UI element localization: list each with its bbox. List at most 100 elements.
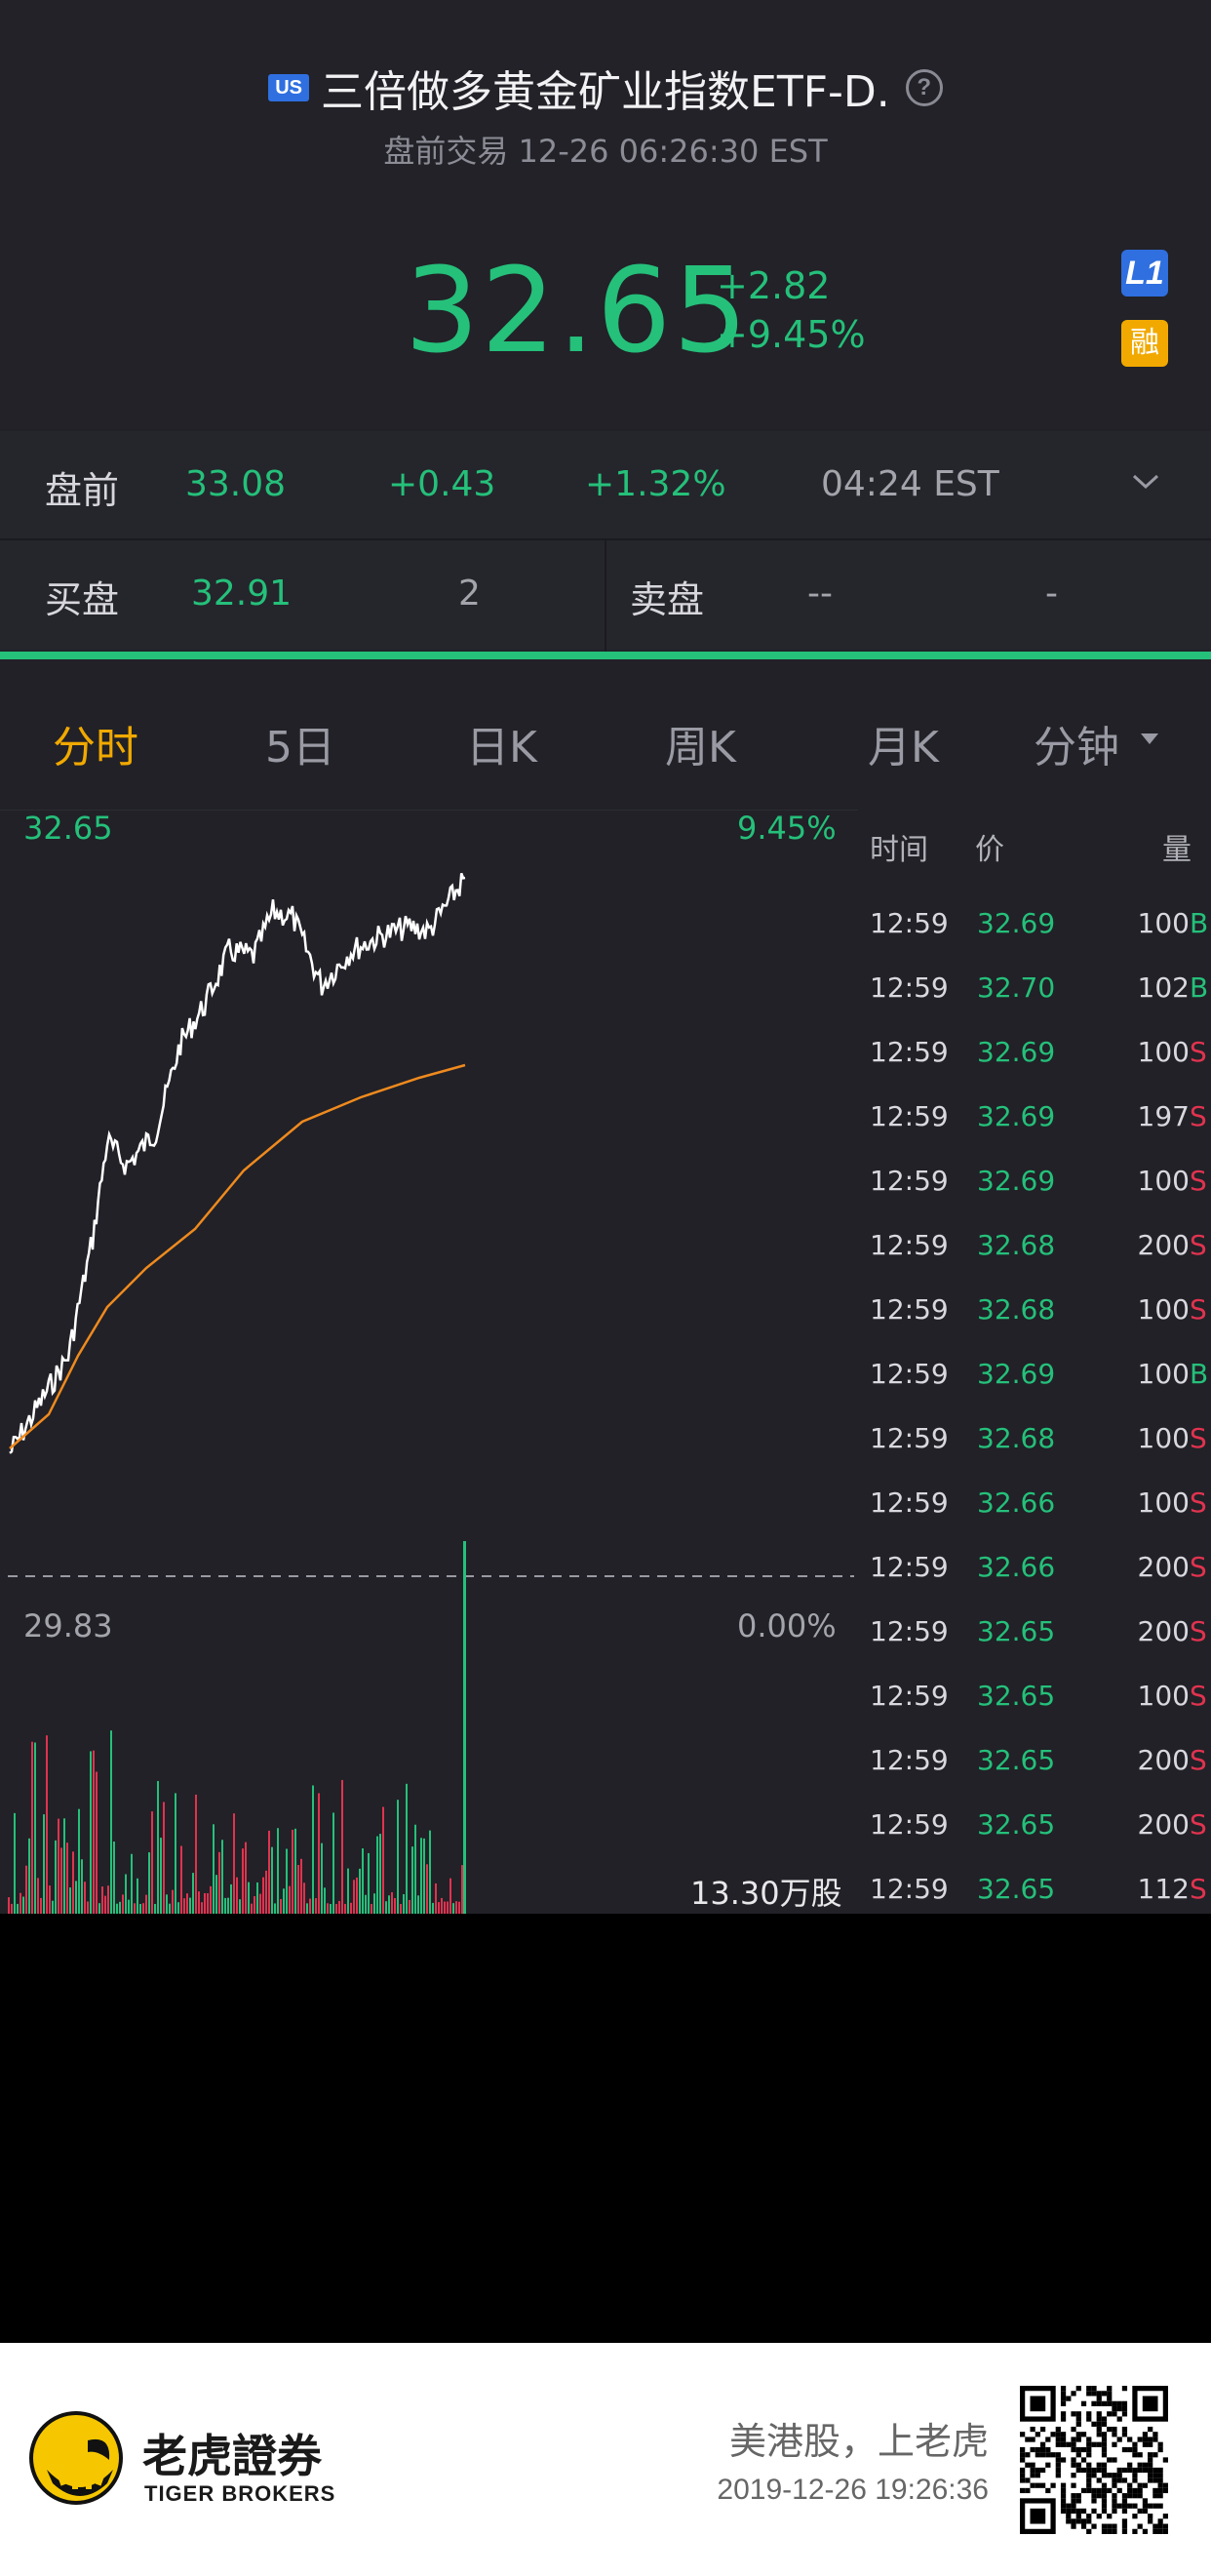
margin-icon[interactable]: 融	[1121, 320, 1168, 367]
volume-bar	[151, 1811, 153, 1914]
help-icon[interactable]: ?	[905, 69, 943, 106]
volume-bar	[268, 1830, 270, 1914]
volume-bar	[90, 1751, 92, 1914]
volume-bar	[327, 1903, 329, 1914]
trade-time: 12:59	[870, 1873, 949, 1905]
volume-bar	[175, 1793, 176, 1914]
base-pct-label: 0.00%	[737, 1607, 837, 1645]
level1-icon[interactable]: L1	[1121, 250, 1168, 297]
volume-bar	[303, 1882, 305, 1914]
trade-row: 12:59 32.66 200 S	[858, 1551, 1211, 1615]
trade-time: 12:59	[870, 1422, 949, 1454]
volume-bar	[142, 1903, 144, 1914]
volume-bar	[46, 1735, 48, 1914]
volume-bar	[449, 1878, 451, 1914]
volume-bar	[192, 1873, 194, 1914]
volume-bar	[236, 1877, 238, 1914]
volume-bar	[186, 1893, 188, 1914]
trade-side: S	[1190, 1293, 1207, 1326]
trade-list[interactable]: 时间 价 量 12:59 32.69 100 B 12:59 32.70 102 B 12:59…	[858, 810, 1211, 1914]
trade-side: S	[1190, 1165, 1207, 1197]
volume-bar	[180, 1845, 182, 1914]
volume-bar	[125, 1874, 127, 1914]
volume-bar	[356, 1877, 358, 1914]
volume-bar	[52, 1900, 54, 1914]
volume-bar	[447, 1901, 449, 1914]
volume-bar	[160, 1838, 162, 1914]
base-price-label: 29.83	[23, 1607, 113, 1645]
volume-bar	[224, 1897, 226, 1914]
volume-bar	[93, 1750, 95, 1914]
volume-bar	[69, 1887, 71, 1914]
trade-volume: 197	[1137, 1100, 1190, 1132]
volume-bar	[423, 1838, 425, 1914]
volume-bar	[414, 1824, 416, 1914]
trade-row: 12:59 32.69 100 S	[858, 1165, 1211, 1229]
volume-bar	[101, 1886, 103, 1914]
volume-bar	[382, 1806, 384, 1914]
volume-bar	[409, 1899, 410, 1914]
volume-bar	[417, 1895, 419, 1914]
volume-bar	[245, 1842, 247, 1914]
bid-ask-divider	[605, 540, 606, 652]
premarket-row[interactable]: 盘前 33.08 +0.43 +1.32% 04:24 EST	[0, 431, 1211, 538]
volume-bar	[84, 1882, 86, 1914]
volume-bar	[8, 1897, 10, 1914]
volume-bar	[242, 1848, 244, 1914]
volume-bar	[373, 1893, 375, 1914]
volume-bar	[28, 1838, 30, 1914]
intraday-chart[interactable]: 32.65 9.45% 29.83 0.00% 13.30万股	[0, 809, 858, 1914]
market-badge: US	[268, 74, 310, 101]
volume-bar	[391, 1892, 393, 1914]
trade-volume: 100	[1137, 1293, 1190, 1326]
trade-volume: 100	[1137, 1486, 1190, 1519]
chevron-down-icon[interactable]	[1131, 466, 1160, 495]
volume-bar	[294, 1828, 296, 1914]
volume-bar	[376, 1836, 378, 1914]
premarket-change-pct: +1.32%	[585, 464, 726, 504]
trade-row: 12:59 32.69 100 B	[858, 1358, 1211, 1422]
share-timestamp: 2019-12-26 19:26:36	[717, 2474, 989, 2506]
volume-bar	[148, 1852, 150, 1914]
brand-name-cn: 老虎證券	[142, 2430, 322, 2482]
trade-side: B	[1190, 907, 1209, 939]
tab-minute[interactable]: 分钟	[1034, 723, 1119, 773]
trade-row: 12:59 32.68 200 S	[858, 1229, 1211, 1293]
volume-bar	[315, 1898, 317, 1914]
trade-price: 32.69	[977, 1358, 1056, 1390]
volume-bar	[66, 1843, 68, 1914]
volume-bar	[283, 1888, 285, 1914]
trade-row: 12:59 32.69 100 S	[858, 1036, 1211, 1100]
volume-bar	[300, 1858, 302, 1914]
volume-bar	[435, 1882, 437, 1914]
tab-intraday[interactable]: 分时	[53, 723, 138, 773]
volume-bar	[309, 1898, 311, 1914]
volume-bar	[312, 1785, 314, 1914]
trade-row: 12:59 32.68 100 S	[858, 1422, 1211, 1486]
caret-down-icon[interactable]	[1141, 733, 1158, 744]
trade-time: 12:59	[870, 1486, 949, 1519]
volume-spike-bar	[463, 1541, 466, 1914]
volume-bar	[17, 1903, 19, 1914]
volume-bar	[14, 1812, 16, 1914]
tab-monthly-k[interactable]: 月K	[868, 723, 939, 773]
header-time: 时间	[870, 833, 928, 867]
trade-side: S	[1190, 1229, 1207, 1261]
trade-volume: 200	[1137, 1744, 1190, 1776]
average-price-line	[9, 1063, 466, 1449]
volume-bar	[359, 1868, 361, 1914]
volume-bar	[169, 1903, 171, 1914]
volume-bar	[254, 1896, 255, 1914]
volume-bar	[166, 1894, 168, 1914]
tab-weekly-k[interactable]: 周K	[665, 723, 736, 773]
volume-bar	[207, 1893, 209, 1914]
volume-bar	[452, 1903, 454, 1914]
volume-bar	[256, 1882, 258, 1914]
tab-5day[interactable]: 5日	[265, 723, 335, 773]
tab-daily-k[interactable]: 日K	[466, 723, 537, 773]
trade-side: S	[1190, 1873, 1207, 1905]
volume-bar	[368, 1852, 370, 1914]
volume-bar	[22, 1896, 24, 1914]
premarket-change: +0.43	[388, 464, 496, 504]
trade-volume: 112	[1137, 1873, 1190, 1905]
